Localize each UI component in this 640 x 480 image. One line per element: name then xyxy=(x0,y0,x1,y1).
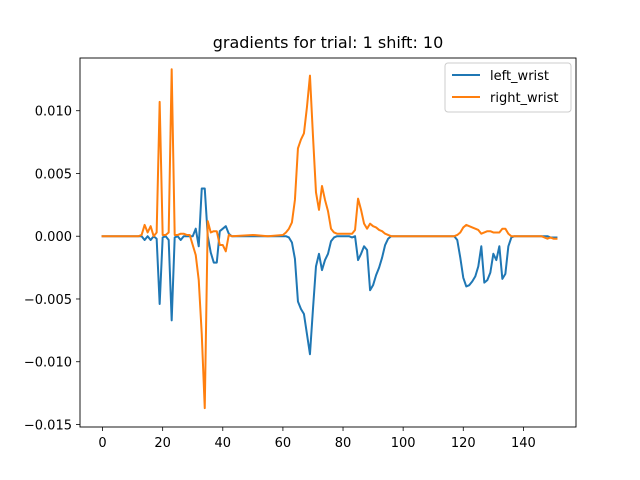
legend-label-left-wrist: left_wrist xyxy=(490,69,549,84)
x-tick-label: 140 xyxy=(511,436,536,451)
x-tick-label: 0 xyxy=(98,436,106,451)
y-tick-label: 0.000 xyxy=(35,230,72,245)
y-tick-label: −0.010 xyxy=(24,356,72,371)
series-line-right-wrist xyxy=(101,68,558,410)
x-axis: 0 20 40 60 80 100 120 140 xyxy=(98,427,536,451)
x-tick-label: 20 xyxy=(154,436,171,451)
y-tick-label: 0.005 xyxy=(35,167,72,182)
x-tick-label: 80 xyxy=(335,436,352,451)
chart-title: gradients for trial: 1 shift: 10 xyxy=(213,33,444,52)
y-tick-label: −0.015 xyxy=(24,418,72,433)
x-tick-label: 60 xyxy=(275,436,292,451)
series-layer xyxy=(101,68,558,410)
x-tick-label: 120 xyxy=(451,436,476,451)
plot-frame xyxy=(79,57,577,428)
x-tick-label: 40 xyxy=(215,436,232,451)
y-tick-label: −0.005 xyxy=(24,293,72,308)
legend: left_wrist right_wrist xyxy=(444,62,572,113)
y-axis: −0.015 −0.010 −0.005 0.000 0.005 0.010 xyxy=(24,105,80,433)
x-tick-label: 100 xyxy=(391,436,416,451)
series-line-left-wrist xyxy=(101,187,558,356)
legend-label-right-wrist: right_wrist xyxy=(490,91,559,106)
plot-area xyxy=(80,58,576,427)
y-tick-label: 0.010 xyxy=(35,105,72,120)
